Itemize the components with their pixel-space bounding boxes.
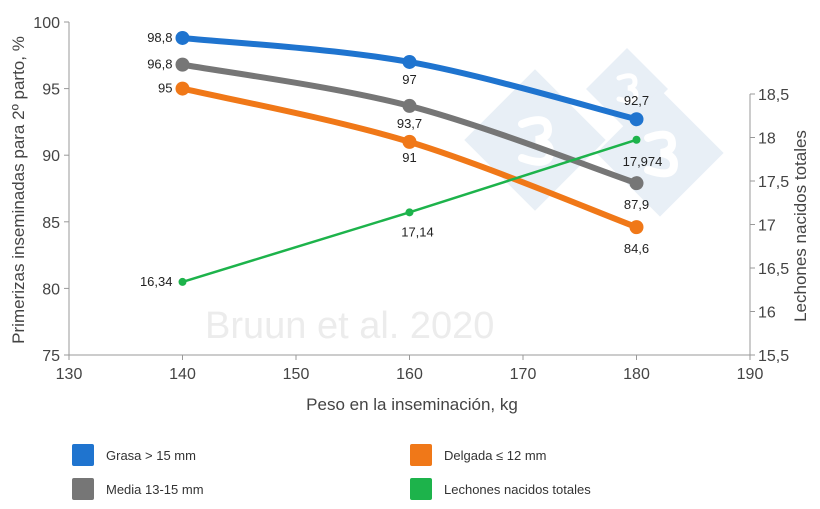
data-label: 17,14 [401, 224, 434, 239]
y2-tick-label: 17 [758, 218, 776, 235]
logo-digit-icon [518, 116, 555, 166]
legend-item-lechones: Lechones nacidos totales [410, 478, 591, 500]
x-tick-label: 160 [396, 366, 423, 383]
data-point [175, 81, 190, 96]
x-tick-label: 140 [169, 366, 196, 383]
data-point [402, 54, 417, 69]
y2-axis-title: Lechones nacidos totales [791, 130, 810, 322]
x-tick-label: 130 [56, 366, 83, 383]
data-point [402, 98, 417, 113]
data-label: 87,9 [624, 197, 649, 212]
legend-swatch [72, 478, 94, 500]
logo-digit-icon [616, 73, 639, 104]
y-tick-label: 80 [42, 281, 60, 298]
data-point [405, 208, 414, 217]
data-label: 84,6 [624, 241, 649, 256]
data-label: 17,974 [623, 154, 663, 169]
data-point [629, 176, 644, 191]
logo-digit-icon [644, 130, 679, 178]
y-tick-label: 100 [33, 15, 60, 32]
data-point [175, 57, 190, 72]
legend-label: Lechones nacidos totales [444, 481, 591, 497]
data-label: 91 [402, 150, 416, 165]
y2-tick-label: 18 [758, 131, 776, 148]
legend-item-grasa: Grasa > 15 mm [72, 444, 196, 466]
data-point [629, 220, 644, 235]
x-tick-label: 190 [737, 366, 764, 383]
legend-swatch [410, 478, 432, 500]
legend-swatch [410, 444, 432, 466]
data-point [402, 134, 417, 149]
data-label: 95 [158, 81, 172, 96]
y2-tick-label: 15,5 [758, 348, 789, 365]
x-tick-label: 180 [623, 366, 650, 383]
data-label: 98,8 [147, 30, 172, 45]
legend-label: Grasa > 15 mm [106, 447, 196, 463]
y-axis-title: Primerizas inseminadas para 2º parto, % [9, 36, 28, 344]
y-tick-label: 90 [42, 148, 60, 165]
data-point [632, 135, 641, 144]
x-tick-label: 150 [283, 366, 310, 383]
watermark-text: Bruun et al. 2020 [205, 305, 494, 347]
y-tick-label: 75 [42, 348, 60, 365]
x-tick-label: 170 [510, 366, 537, 383]
y2-tick-label: 18,5 [758, 87, 789, 104]
x-axis-title: Peso en la inseminación, kg [306, 395, 518, 414]
data-label: 96,8 [147, 57, 172, 72]
data-point [175, 30, 190, 45]
legend-label: Media 13-15 mm [106, 481, 204, 497]
data-label: 97 [402, 72, 416, 87]
y2-tick-label: 16 [758, 305, 776, 322]
data-label: 93,7 [397, 116, 422, 131]
data-label: 92,7 [624, 93, 649, 108]
data-label: 16,34 [140, 274, 173, 289]
legend-label: Delgada ≤ 12 mm [444, 447, 547, 463]
data-point [178, 277, 187, 286]
y-tick-label: 85 [42, 215, 60, 232]
data-point [629, 112, 644, 127]
legend-item-media: Media 13-15 mm [72, 478, 204, 500]
legend-item-delgada: Delgada ≤ 12 mm [410, 444, 547, 466]
y2-tick-label: 17,5 [758, 174, 789, 191]
y-tick-label: 95 [42, 82, 60, 99]
y2-tick-label: 16,5 [758, 261, 789, 278]
legend-swatch [72, 444, 94, 466]
